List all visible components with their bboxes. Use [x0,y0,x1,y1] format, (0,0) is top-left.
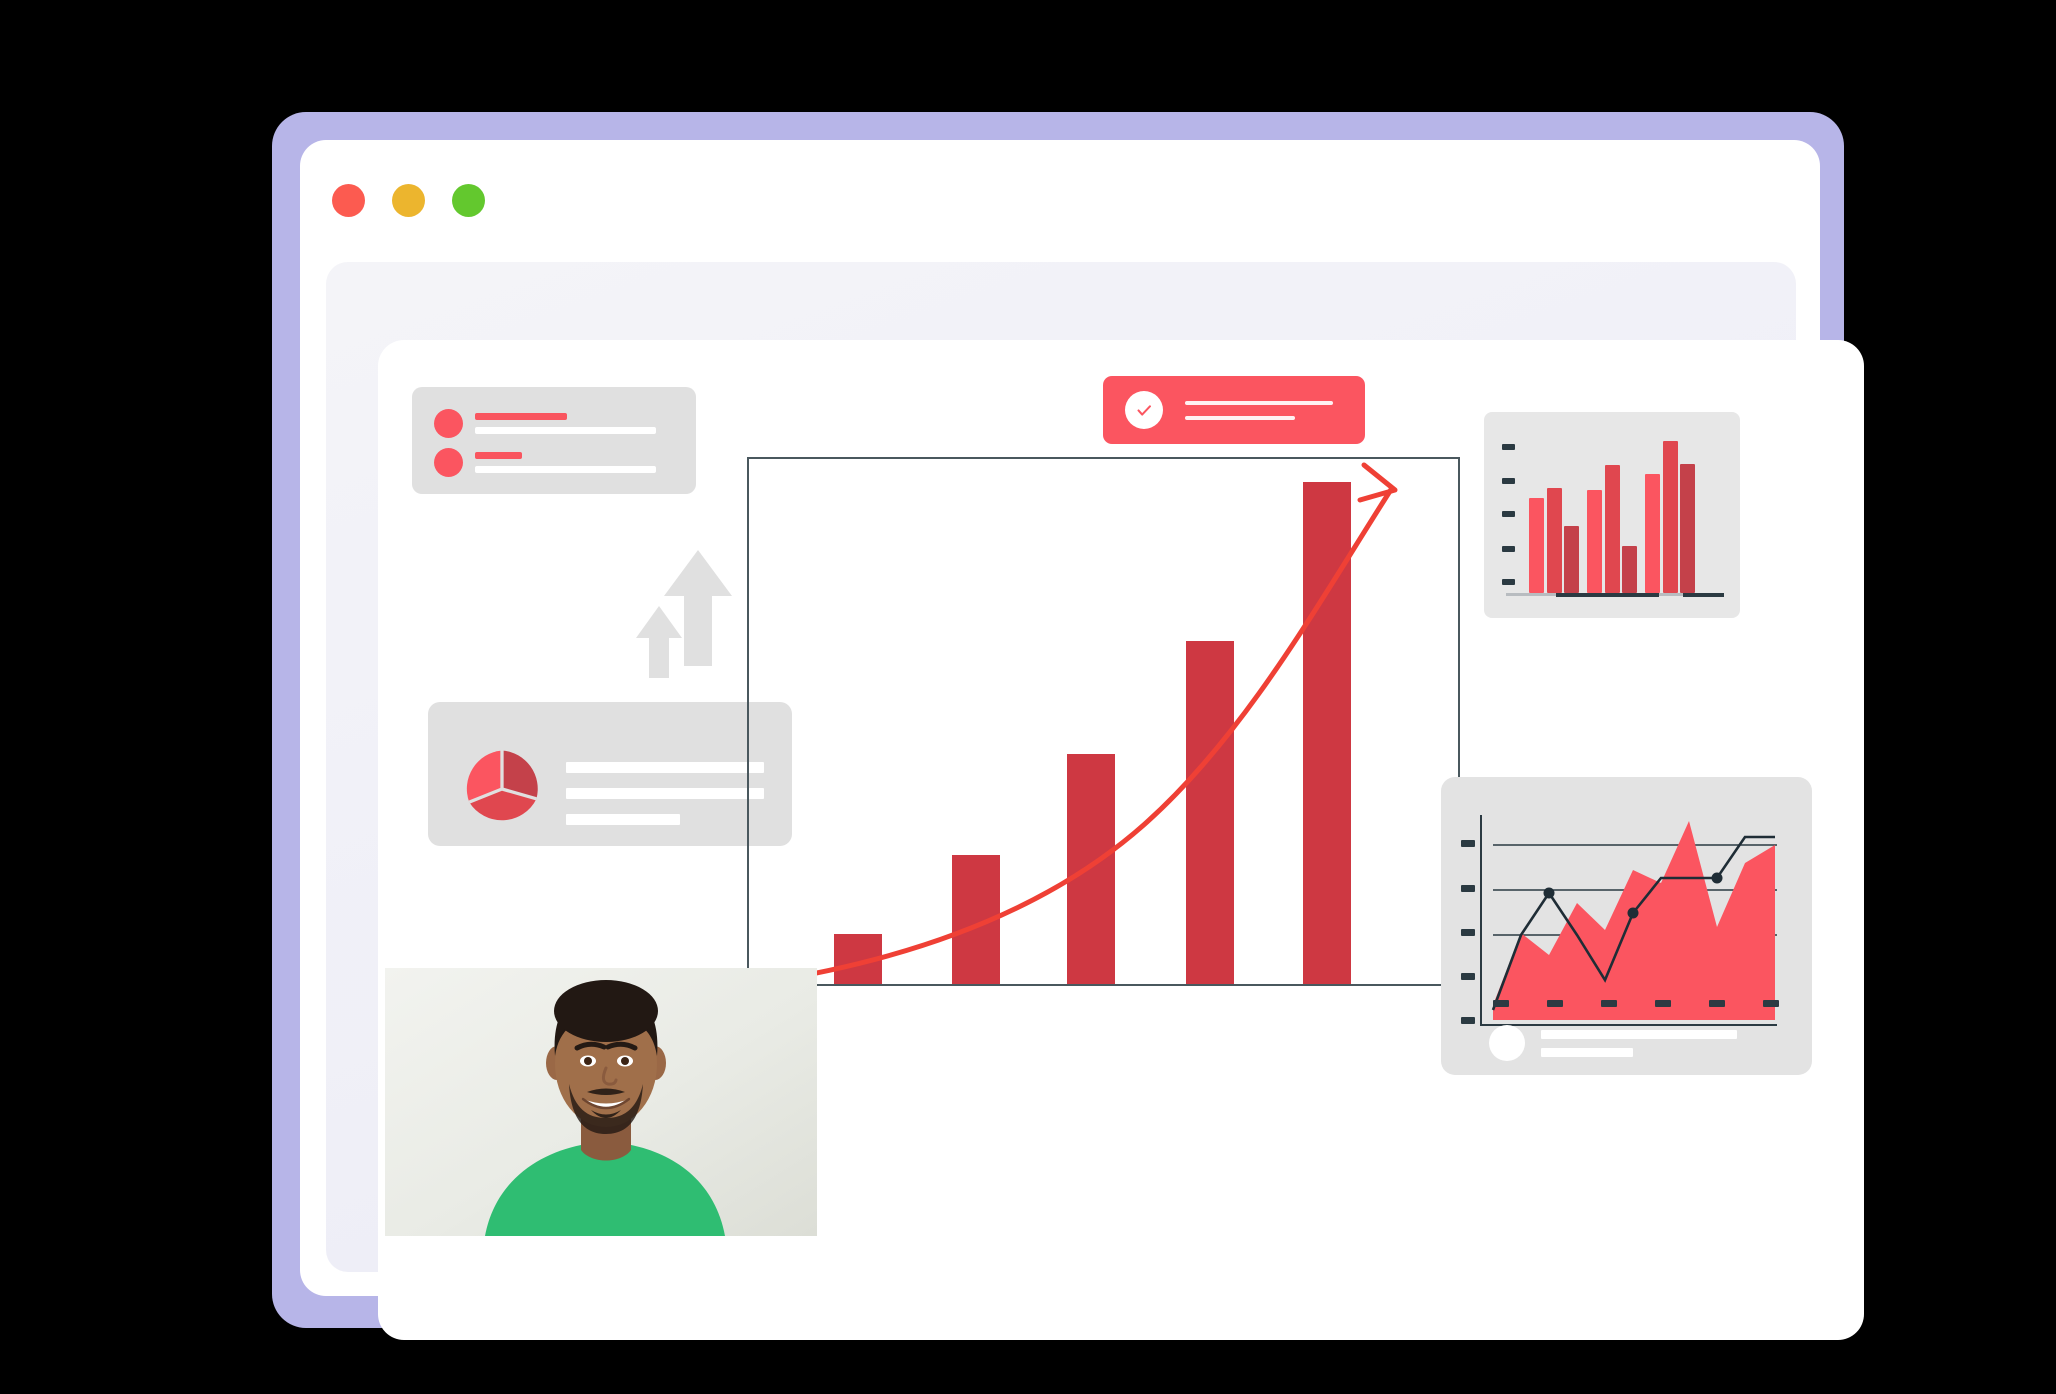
check-circle-icon [1125,391,1163,429]
x-tick [1655,1000,1671,1007]
y-tick [1502,511,1515,517]
bar-C2 [1663,441,1678,593]
list-item[interactable] [434,409,656,438]
bar-C3 [1680,464,1695,593]
area-chart-footer [1489,1025,1737,1061]
line-marker [1543,887,1555,899]
x-axis-segment [1683,593,1724,597]
y-tick [1461,973,1475,980]
portrait-photo [385,968,817,1236]
line-marker [1627,907,1639,919]
x-tick [1493,1000,1509,1007]
large-up-arrow [664,550,732,666]
area-series [1493,821,1775,1020]
pie-slice-1 [466,750,502,803]
y-tick [1461,929,1475,936]
y-tick [1502,579,1515,585]
bar-3 [1067,754,1115,984]
maximize-button[interactable] [452,184,485,217]
bar-4 [1186,641,1234,984]
pie-slice-2 [502,750,538,799]
list-item-title-placeholder [475,413,567,420]
bullet-icon [434,409,463,438]
bar-A3 [1564,526,1579,593]
notification-title-placeholder [1185,400,1333,405]
pie-text-line [566,762,764,773]
bar-2 [952,855,1000,984]
avatar [1489,1025,1525,1061]
pie-card-text [566,762,764,825]
bar-A1 [1529,498,1544,593]
pie-chart [461,748,543,830]
y-tick [1461,885,1475,892]
x-tick [1601,1000,1617,1007]
main-chart-bars [749,459,1458,984]
notification-banner[interactable] [1103,376,1365,444]
y-tick [1461,1017,1475,1024]
y-tick [1502,444,1515,450]
bar-5 [1303,482,1351,984]
list-item-subtitle-placeholder [475,466,656,473]
x-axis-segment [1556,593,1659,597]
pie-text-line [566,788,764,799]
growth-arrows-group [636,548,746,678]
bar-B2 [1605,465,1620,593]
y-tick [1502,546,1515,552]
footer-text [1541,1029,1737,1057]
footer-title-placeholder [1541,1029,1737,1039]
area-chart-plot [1480,815,1777,1026]
list-item[interactable] [434,448,656,477]
list-item-text [475,413,656,434]
bar-B1 [1587,490,1602,593]
bar-B3 [1622,546,1637,593]
footer-subtitle-placeholder [1541,1047,1633,1057]
list-card[interactable] [412,387,696,494]
widget-area-chart[interactable] [1441,777,1812,1075]
line-marker [1711,872,1723,884]
close-button[interactable] [332,184,365,217]
notification-body-placeholder [1185,415,1295,420]
notification-text [1185,400,1333,420]
minimize-button[interactable] [392,184,425,217]
x-tick [1547,1000,1563,1007]
list-item-subtitle-placeholder [475,427,656,434]
bar-C1 [1645,474,1660,593]
window-controls [332,184,485,217]
small-up-arrow [636,606,682,678]
y-tick [1461,840,1475,847]
list-item-title-placeholder [475,452,522,459]
bar-1 [834,934,882,984]
y-tick [1502,478,1515,484]
pie-text-line [566,814,680,825]
x-tick [1709,1000,1725,1007]
x-tick [1763,1000,1779,1007]
widget-bar-chart[interactable] [1484,412,1740,618]
pie-card[interactable] [428,702,792,846]
main-growth-chart [747,457,1460,986]
list-item-text [475,452,656,473]
bar-A2 [1547,488,1562,593]
bullet-icon [434,448,463,477]
